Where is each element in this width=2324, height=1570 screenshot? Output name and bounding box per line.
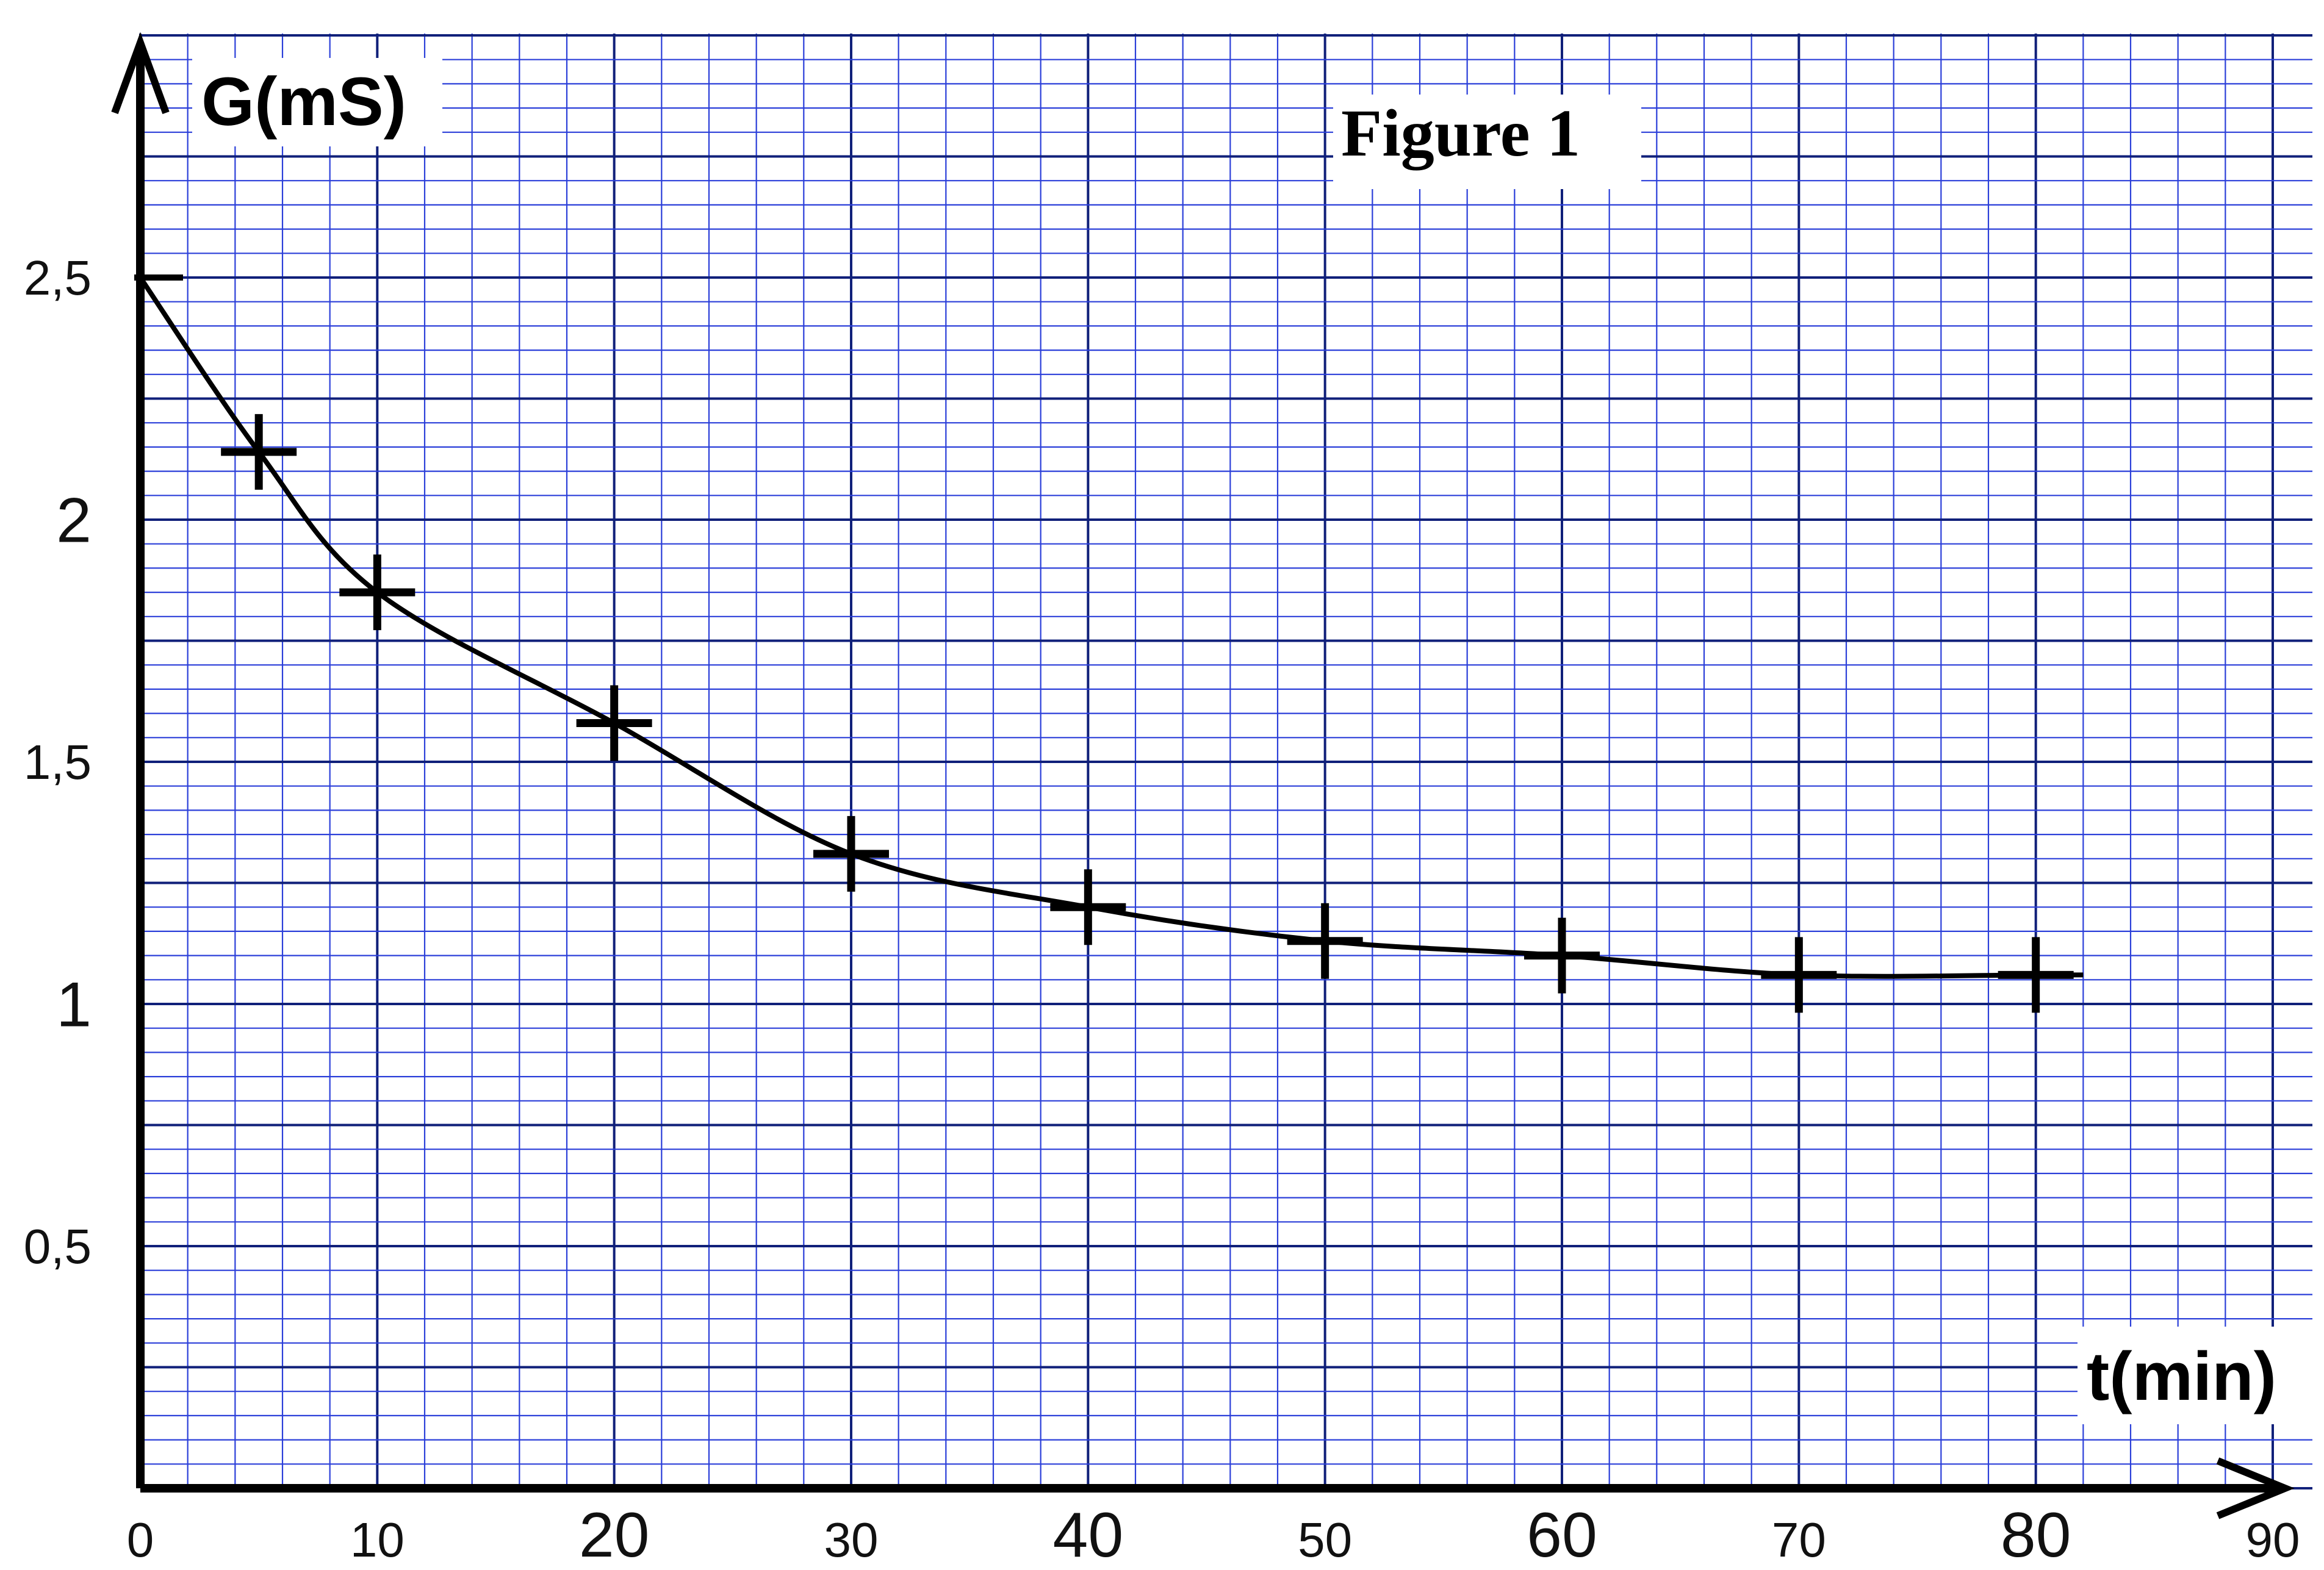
x-tick-label: 20 — [579, 1500, 650, 1570]
chart-title: Figure 1 — [1341, 96, 1580, 170]
x-tick-label: 80 — [2001, 1500, 2071, 1570]
data-point — [576, 685, 652, 761]
data-point — [221, 414, 297, 490]
y-tick-label: 0,5 — [24, 1219, 92, 1274]
y-axis-arrow — [111, 32, 170, 115]
data-point — [1287, 903, 1363, 979]
y-tick-label: 2,5 — [24, 251, 92, 305]
y-tick-label: 1 — [56, 969, 92, 1040]
data-point — [1998, 937, 2074, 1013]
x-tick-label: 50 — [1298, 1513, 1352, 1567]
data-point — [813, 815, 889, 892]
x-tick-label: 0 — [127, 1513, 154, 1567]
chart-title-background — [1333, 95, 1641, 189]
data-point — [1050, 869, 1126, 945]
x-tick-label: 30 — [824, 1513, 879, 1567]
x-axis-arrow — [2216, 1457, 2295, 1519]
x-tick-label: 10 — [350, 1513, 405, 1567]
x-tick-label: 40 — [1052, 1500, 1123, 1570]
x-axis-title: t(min) — [2087, 1338, 2276, 1414]
data-point — [1524, 917, 1600, 994]
labels: G(mS) Figure 1 t(min) 0 10 20 30 40 50 60 70 80 9… — [24, 58, 2315, 1570]
y-tick-label: 2 — [56, 485, 92, 556]
markers — [221, 414, 2074, 1013]
x-axis-title-background — [2078, 1327, 2315, 1424]
y-tick-label: 1,5 — [24, 735, 92, 789]
y-axis-title: G(mS) — [201, 63, 406, 140]
x-tick-label: 90 — [2246, 1513, 2300, 1567]
data-point — [339, 554, 416, 631]
axes — [111, 32, 2295, 1519]
x-tick-label: 70 — [1772, 1513, 1826, 1567]
data-point — [1761, 937, 1837, 1013]
y-axis-title-background — [192, 58, 442, 146]
x-tick-label: 60 — [1527, 1500, 1597, 1570]
